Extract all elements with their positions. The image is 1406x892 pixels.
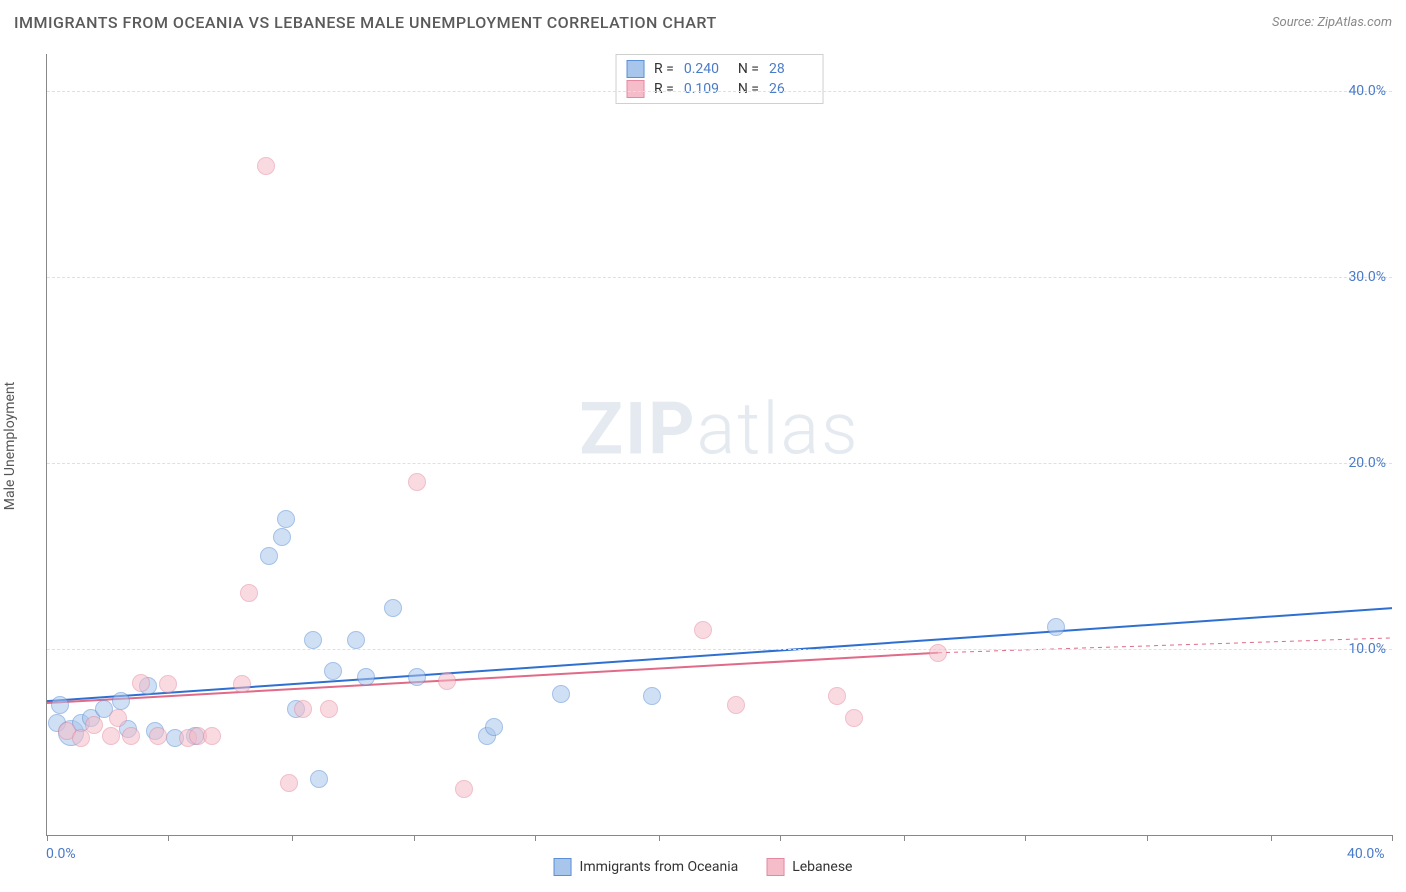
data-point — [384, 599, 402, 617]
data-point — [273, 528, 291, 546]
data-point — [408, 473, 426, 491]
legend-label: Lebanese — [792, 859, 852, 875]
data-point — [102, 727, 120, 745]
stat-r-value: 0.240 — [684, 61, 728, 77]
correlation-stats-legend: R = 0.240 N = 28 R = 0.109 N = 26 — [615, 54, 824, 104]
y-axis-label: Male Unemployment — [2, 382, 18, 510]
trend-lines-layer — [47, 54, 1392, 835]
data-point — [122, 727, 140, 745]
legend-label: Immigrants from Oceania — [580, 859, 739, 875]
data-point — [408, 668, 426, 686]
data-point — [727, 696, 745, 714]
data-point — [455, 780, 473, 798]
chart-header: IMMIGRANTS FROM OCEANIA VS LEBANESE MALE… — [0, 0, 1406, 44]
data-point — [552, 685, 570, 703]
data-point — [357, 668, 375, 686]
data-point — [51, 696, 69, 714]
stat-r-label: R = — [654, 81, 674, 97]
trend-line — [47, 653, 938, 703]
data-point — [929, 644, 947, 662]
stats-legend-row: R = 0.240 N = 28 — [626, 59, 813, 79]
chart-source: Source: ZipAtlas.com — [1272, 15, 1392, 30]
y-tick-label: 30.0% — [1348, 269, 1386, 285]
data-point — [112, 692, 130, 710]
data-point — [203, 727, 221, 745]
grid-line — [47, 91, 1392, 92]
data-point — [149, 727, 167, 745]
x-tick — [535, 835, 536, 841]
data-point — [438, 672, 456, 690]
data-point — [277, 510, 295, 528]
data-point — [257, 157, 275, 175]
x-tick — [1147, 835, 1148, 841]
x-tick — [1392, 835, 1393, 841]
stat-r-label: R = — [654, 61, 674, 77]
x-tick — [780, 835, 781, 841]
trend-line-extrapolated — [938, 638, 1392, 653]
scatter-plot-area: ZIPatlas R = 0.240 N = 28 R = 0.109 N = 26 10.0… — [46, 54, 1392, 836]
x-tick — [904, 835, 905, 841]
stat-n-label: N = — [738, 81, 759, 97]
data-point — [159, 675, 177, 693]
data-point — [132, 674, 150, 692]
stat-n-value: 26 — [769, 81, 813, 97]
data-point — [324, 662, 342, 680]
data-point — [260, 547, 278, 565]
x-tick — [1025, 835, 1026, 841]
stat-n-value: 28 — [769, 61, 813, 77]
data-point — [109, 709, 127, 727]
grid-line — [47, 277, 1392, 278]
data-point — [72, 729, 90, 747]
y-tick-label: 10.0% — [1348, 641, 1386, 657]
grid-line — [47, 649, 1392, 650]
watermark-text: ZIPatlas — [579, 386, 859, 471]
data-point — [280, 774, 298, 792]
x-tick — [47, 835, 48, 841]
legend-swatch — [554, 858, 572, 876]
x-tick — [659, 835, 660, 841]
x-tick — [414, 835, 415, 841]
series-legend: Immigrants from Oceania Lebanese — [554, 858, 853, 876]
data-point — [304, 631, 322, 649]
data-point — [845, 709, 863, 727]
data-point — [240, 584, 258, 602]
data-point — [347, 631, 365, 649]
data-point — [310, 770, 328, 788]
data-point — [233, 675, 251, 693]
stats-legend-row: R = 0.109 N = 26 — [626, 79, 813, 99]
data-point — [485, 718, 503, 736]
data-point — [320, 700, 338, 718]
y-tick-label: 40.0% — [1348, 83, 1386, 99]
x-tick — [292, 835, 293, 841]
data-point — [828, 687, 846, 705]
x-tick-label-min: 0.0% — [46, 846, 76, 862]
stat-n-label: N = — [738, 61, 759, 77]
y-tick-label: 20.0% — [1348, 455, 1386, 471]
legend-swatch — [766, 858, 784, 876]
data-point — [294, 700, 312, 718]
x-tick — [168, 835, 169, 841]
grid-line — [47, 463, 1392, 464]
x-tick — [1271, 835, 1272, 841]
chart-title: IMMIGRANTS FROM OCEANIA VS LEBANESE MALE… — [14, 13, 717, 32]
x-tick-label-max: 40.0% — [1347, 846, 1406, 862]
data-point — [694, 621, 712, 639]
data-point — [85, 716, 103, 734]
legend-swatch — [626, 80, 644, 98]
legend-item: Lebanese — [766, 858, 852, 876]
data-point — [1047, 618, 1065, 636]
data-point — [643, 687, 661, 705]
legend-item: Immigrants from Oceania — [554, 858, 739, 876]
stat-r-value: 0.109 — [684, 81, 728, 97]
legend-swatch — [626, 60, 644, 78]
